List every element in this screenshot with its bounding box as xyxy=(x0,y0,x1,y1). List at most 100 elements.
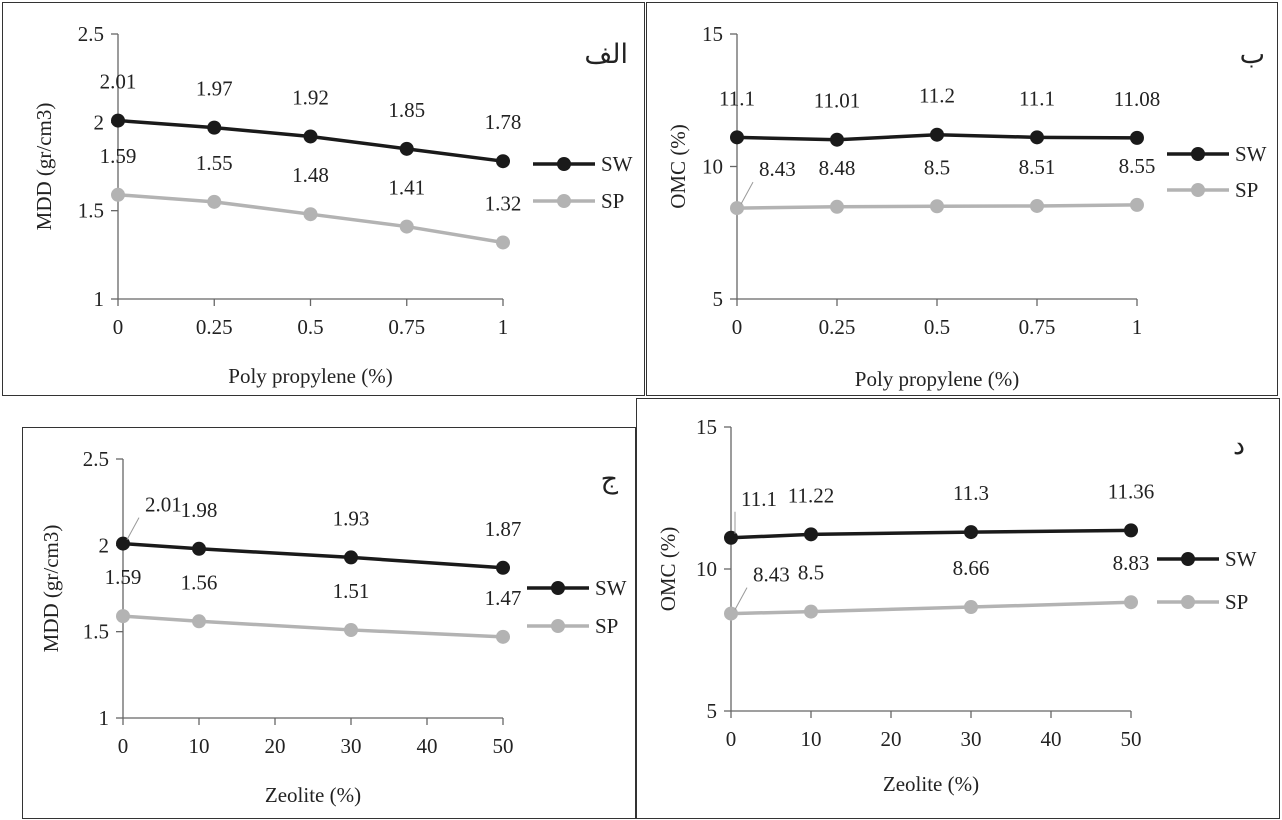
data-point-sp xyxy=(1030,198,1044,213)
data-label-sw: 11.36 xyxy=(1108,479,1154,503)
legend-label-sw: SW xyxy=(1225,547,1257,571)
legend-label-sw: SW xyxy=(601,152,633,176)
data-label-sw: 2.01 xyxy=(145,493,182,517)
chart-svg-omc-zeolite: 5 10 15 0 10 20 30 40 50 Zeolite (%) OMC (%) د 11.1 1… xyxy=(656,415,1257,796)
data-label-sp: 8.66 xyxy=(953,556,990,580)
x-tick-label: 10 xyxy=(189,734,210,758)
data-point-sp xyxy=(192,614,206,629)
data-label-sw: 11.22 xyxy=(788,483,834,507)
data-point-sw xyxy=(724,530,738,545)
x-tick-label: 0.75 xyxy=(1019,315,1056,339)
x-axis-title: Zeolite (%) xyxy=(883,772,979,796)
panel-label: ب xyxy=(1240,39,1265,69)
data-point-sw xyxy=(207,120,222,135)
x-tick-label: 0 xyxy=(113,315,124,339)
x-tick-label: 1 xyxy=(1132,315,1143,339)
data-point-sw xyxy=(964,525,978,540)
legend-marker-sp xyxy=(1191,183,1205,197)
data-label-sp: 1.41 xyxy=(388,176,425,200)
x-tick-label: 0 xyxy=(732,315,743,339)
y-tick-label: 1.5 xyxy=(83,620,109,644)
data-label-sp: 1.32 xyxy=(485,191,522,215)
data-point-sw xyxy=(344,550,358,565)
panel-label: الف xyxy=(584,39,628,69)
data-point-sw xyxy=(830,132,844,147)
data-point-sp xyxy=(344,622,358,637)
y-tick-label: 10 xyxy=(696,557,717,581)
data-label-sw: 11.08 xyxy=(1114,87,1160,111)
data-label-sp: 8.55 xyxy=(1119,154,1156,178)
x-axis-title: Poly propylene (%) xyxy=(228,364,392,388)
data-point-sp xyxy=(964,600,978,615)
y-axis-title: OMC (%) xyxy=(656,527,680,612)
data-label-sw: 2.01 xyxy=(100,70,137,94)
legend-marker-sp xyxy=(1181,595,1195,609)
data-point-sp xyxy=(496,629,510,644)
data-point-sw xyxy=(303,129,318,144)
data-label-sp: 8.51 xyxy=(1019,155,1056,179)
x-tick-label: 20 xyxy=(881,727,902,751)
data-label-sp: 8.5 xyxy=(798,561,824,585)
legend-marker-sw xyxy=(557,157,571,171)
x-tick-label: 50 xyxy=(493,734,514,758)
x-tick-label: 10 xyxy=(801,727,822,751)
legend-label-sw: SW xyxy=(1235,142,1267,166)
x-tick-label: 0.75 xyxy=(388,315,425,339)
data-label-sp: 1.56 xyxy=(181,570,218,594)
data-point-sw xyxy=(496,154,510,169)
chart-panel-omc-polypropylene: 5 10 15 0 0.25 0.5 0.75 1 Poly propylene (%) OMC … xyxy=(646,2,1278,396)
data-label-sw: 11.3 xyxy=(953,481,989,505)
y-tick-label: 5 xyxy=(707,699,718,723)
chart-svg-omc-polypropylene: 5 10 15 0 0.25 0.5 0.75 1 Poly propylene (%) OMC … xyxy=(666,22,1267,391)
data-point-sw xyxy=(116,536,130,551)
x-tick-label: 0.5 xyxy=(924,315,950,339)
data-label-sw: 1.97 xyxy=(196,77,233,101)
legend-marker-sw xyxy=(1191,147,1205,161)
x-tick-label: 50 xyxy=(1121,727,1142,751)
legend-marker-sp xyxy=(551,619,565,633)
data-point-sp xyxy=(496,235,510,250)
y-tick-label: 2.5 xyxy=(78,22,104,46)
y-tick-label: 1.5 xyxy=(78,199,104,223)
panel-label: د xyxy=(1233,430,1245,460)
series-line-sp xyxy=(730,600,1132,616)
chart-panel-mdd-polypropylene: 1 1.5 2 2.5 0 0.25 0.5 0.75 1 Poly propylene (%) M… xyxy=(2,2,645,396)
data-point-sp xyxy=(207,194,222,209)
data-point-sw xyxy=(496,560,510,575)
data-label-sp: 8.5 xyxy=(924,155,950,179)
data-label-leader xyxy=(740,181,754,205)
x-tick-label: 0 xyxy=(726,727,737,751)
y-tick-label: 15 xyxy=(702,22,723,46)
data-label-sw: 11.1 xyxy=(1019,86,1055,110)
data-point-sp xyxy=(730,201,744,216)
x-tick-label: 0.25 xyxy=(196,315,233,339)
legend-label-sp: SP xyxy=(595,614,618,638)
data-label-sp: 8.43 xyxy=(753,563,790,587)
data-label-sw: 1.78 xyxy=(485,110,522,134)
legend-label-sp: SP xyxy=(1225,590,1248,614)
data-label-sw: 1.87 xyxy=(485,517,522,541)
data-label-sw: 1.98 xyxy=(181,498,218,522)
data-point-sw xyxy=(192,541,206,556)
data-point-sw xyxy=(399,141,414,156)
chart-svg-mdd-zeolite: 1 1.5 2 2.5 0 10 20 30 40 50 Zeolite (%) MDD (gr/cm… xyxy=(39,447,627,807)
data-point-sp xyxy=(116,609,130,624)
data-point-sp xyxy=(804,604,818,619)
x-tick-label: 40 xyxy=(1041,727,1062,751)
data-point-sp xyxy=(930,199,944,214)
y-tick-label: 5 xyxy=(713,287,724,311)
data-point-sw xyxy=(111,113,125,128)
chart-svg-mdd-polypropylene: 1 1.5 2 2.5 0 0.25 0.5 0.75 1 Poly propylene (%) M… xyxy=(32,22,633,388)
data-label-sp: 1.59 xyxy=(100,144,137,168)
x-axis-title: Poly propylene (%) xyxy=(855,367,1019,391)
data-point-sw xyxy=(1124,523,1138,538)
x-tick-label: 0.25 xyxy=(819,315,856,339)
data-point-sp xyxy=(111,187,125,202)
data-label-sp: 1.48 xyxy=(292,163,329,187)
y-tick-label: 2 xyxy=(99,533,110,557)
data-label-sw: 11.2 xyxy=(919,84,955,108)
y-axis-title: OMC (%) xyxy=(666,124,690,209)
x-tick-label: 20 xyxy=(265,734,286,758)
x-tick-label: 0 xyxy=(118,734,129,758)
x-axis-title: Zeolite (%) xyxy=(265,783,361,807)
